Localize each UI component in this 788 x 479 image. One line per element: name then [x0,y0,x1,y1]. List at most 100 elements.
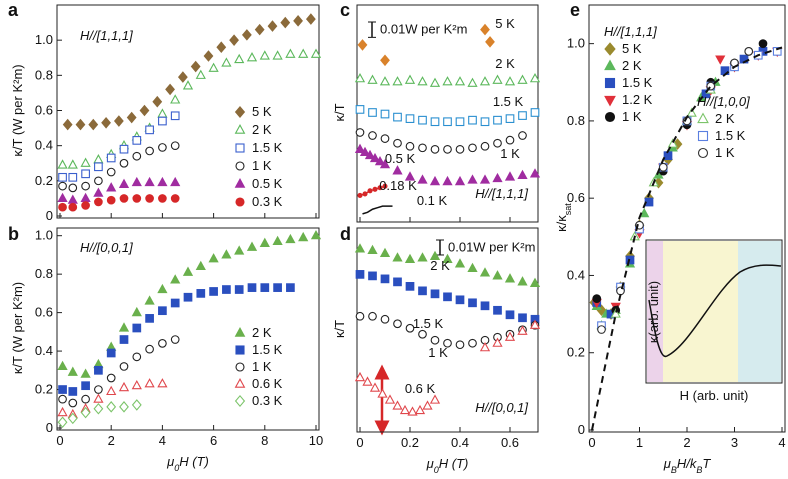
marker [170,274,181,284]
marker [492,270,503,280]
marker [131,399,142,411]
marker [368,108,377,117]
marker [417,174,428,184]
legend-label: 0.3 K [252,194,283,209]
marker [369,152,381,163]
marker [106,348,116,358]
marker [234,394,246,408]
marker [144,295,155,305]
marker [443,117,452,127]
marker [529,277,541,287]
marker [604,77,616,89]
marker [57,416,68,429]
x-axis-label: μ0H (T) [426,456,469,475]
marker [480,141,490,151]
annotation: H//[0,0,1] [80,240,133,255]
marker [234,53,245,64]
marker [158,306,167,316]
marker [697,130,709,142]
marker [58,385,67,394]
marker [80,157,91,167]
marker [68,387,78,396]
marker [94,385,103,394]
marker [247,283,257,292]
marker [715,55,726,65]
inset-x-label: H (arb. unit) [680,388,749,403]
x-axis-label-part: H (T) [439,456,469,471]
marker [234,245,245,255]
marker [455,340,465,350]
marker [405,114,415,123]
marker [430,335,440,345]
panel-letter: c [340,0,350,20]
marker [119,401,129,413]
marker [145,314,154,323]
marker [131,306,142,317]
series-label: 1 K [500,146,520,161]
marker [429,175,441,186]
y-tick-label: 0.4 [35,343,53,358]
marker [259,237,270,247]
marker [357,192,363,198]
marker [81,169,90,179]
scale-label: 0.01W per K²m [380,22,467,37]
marker [131,379,142,390]
panel-letter: e [570,0,580,20]
marker [355,311,365,321]
marker [158,116,167,126]
marker [379,247,391,258]
series-line [591,46,783,431]
marker [429,250,441,261]
marker [367,244,378,255]
marker [195,69,206,79]
marker [234,178,246,188]
marker [157,378,168,388]
series-label: 2 K [495,56,515,71]
marker [235,345,245,355]
marker [379,159,391,169]
marker [260,283,270,292]
marker [492,74,503,84]
annotation: H//[0,0,1] [475,400,528,415]
marker [455,145,465,154]
marker [234,285,244,294]
marker [686,107,697,117]
series-label: 5 K [495,16,515,31]
marker [493,305,502,315]
scale-label: 0.01W per K²m [448,239,535,254]
marker [392,76,403,86]
marker [493,138,502,148]
series-label: 1.5 K [413,316,444,331]
marker [216,41,227,53]
x-tick-label: 4 [159,433,166,448]
x-tick-label: 4 [778,435,785,450]
marker [429,77,441,87]
x-tick-label: 0.2 [401,435,419,450]
marker [380,274,390,284]
marker [182,266,194,276]
marker [364,149,376,160]
x-axis-label-part: 0 [434,465,439,475]
marker [170,194,180,203]
marker [382,183,388,189]
marker [493,115,502,125]
marker [106,153,116,163]
marker [81,394,90,404]
marker [604,111,616,123]
marker [529,168,541,178]
marker [310,48,322,58]
marker [479,342,491,352]
marker [467,262,478,272]
series-label: 1 K [428,345,448,360]
marker [68,398,78,408]
legend-label: 5 K [622,41,642,56]
marker [272,235,283,246]
marker [658,162,668,172]
marker [354,143,366,153]
marker [418,329,427,339]
marker [758,39,768,48]
marker [93,154,104,164]
marker [241,29,252,41]
y-tick-label: 0.6 [35,103,53,118]
marker [234,327,246,337]
